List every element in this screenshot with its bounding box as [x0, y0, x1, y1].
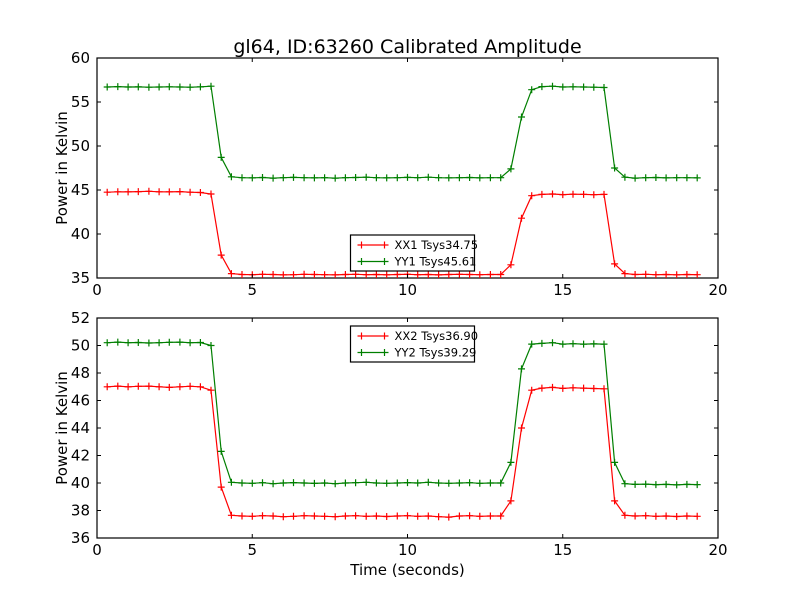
legend-entry-label: XX1 Tsys34.75: [395, 238, 479, 252]
x-tick-label: 15: [553, 281, 572, 299]
x-tick-label: 0: [92, 541, 102, 559]
x-tick-label: 5: [247, 541, 257, 559]
x-tick-label: 20: [708, 281, 727, 299]
series-YY1-markers: [103, 82, 701, 182]
subplot-1-ticks: 0 5 10 15 20 35 40 45 50 55 60: [71, 49, 728, 299]
y-tick-label: 44: [71, 419, 90, 437]
x-axis-label: Time (seconds): [350, 561, 465, 579]
legend-key-YY1: [357, 258, 389, 265]
subplot-2-ticks: 0 5 10 15 20 36 38 40 42 44 46 48 50 52: [71, 309, 728, 559]
x-tick-label: 0: [92, 281, 102, 299]
y-tick-label: 35: [71, 269, 90, 287]
series-XX1-line: [107, 190, 698, 276]
legend-key-XX1: [357, 241, 389, 249]
x-tick-label: 10: [398, 281, 417, 299]
y-tick-label: 42: [71, 447, 90, 465]
y-tick-label: 48: [71, 364, 90, 382]
subplot-2-series: [103, 338, 701, 521]
plot-title: gl64, ID:63260 Calibrated Amplitude: [233, 36, 582, 58]
y-tick-label: 38: [71, 502, 90, 520]
y-tick-label: 52: [71, 309, 90, 327]
subplot-2-legend: XX2 Tsys36.90 YY2 Tsys39.29: [349, 325, 479, 363]
subplot-1-legend: XX1 Tsys34.75 YY1 Tsys45.61: [349, 234, 479, 272]
y-tick-label: 40: [71, 225, 90, 243]
y-tick-label: 36: [71, 529, 90, 547]
series-YY2-line: [107, 341, 698, 486]
legend-key-XX2: [357, 332, 389, 340]
y-tick-label: 45: [71, 181, 90, 199]
series-YY1-line: [107, 85, 698, 179]
subplot-2: 0 5 10 15 20 36 38 40 42 44 46 48 50 52 XX2 Tsys36.90 Y…: [71, 309, 728, 559]
y-tick-label: 50: [71, 137, 90, 155]
subplot-1: 0 5 10 15 20 35 40 45 50 55 60 XX1 Tsys34.75 YY1 Tsy…: [71, 49, 728, 299]
legend-entry-label: YY2 Tsys39.29: [394, 346, 477, 360]
y-tick-label: 46: [71, 392, 90, 410]
legend-box: [349, 325, 476, 363]
series-XX2-markers: [103, 382, 701, 521]
y-tick-label: 40: [71, 474, 90, 492]
x-tick-label: 20: [708, 541, 727, 559]
legend-box: [349, 234, 476, 272]
series-XX2-line: [107, 385, 698, 518]
y-tick-label: 55: [71, 93, 90, 111]
subplot-1-series: [103, 82, 701, 278]
series-YY2-markers: [103, 338, 701, 489]
series-XX1-markers: [103, 187, 701, 278]
legend-key-YY2: [357, 349, 389, 356]
legend-entry-label: XX2 Tsys36.90: [395, 329, 479, 343]
x-tick-label: 15: [553, 541, 572, 559]
legend-entry-label: YY1 Tsys45.61: [394, 255, 477, 269]
y-tick-label: 50: [71, 337, 90, 355]
x-tick-label: 10: [398, 541, 417, 559]
x-tick-label: 5: [247, 281, 257, 299]
y-tick-label: 60: [71, 49, 90, 67]
